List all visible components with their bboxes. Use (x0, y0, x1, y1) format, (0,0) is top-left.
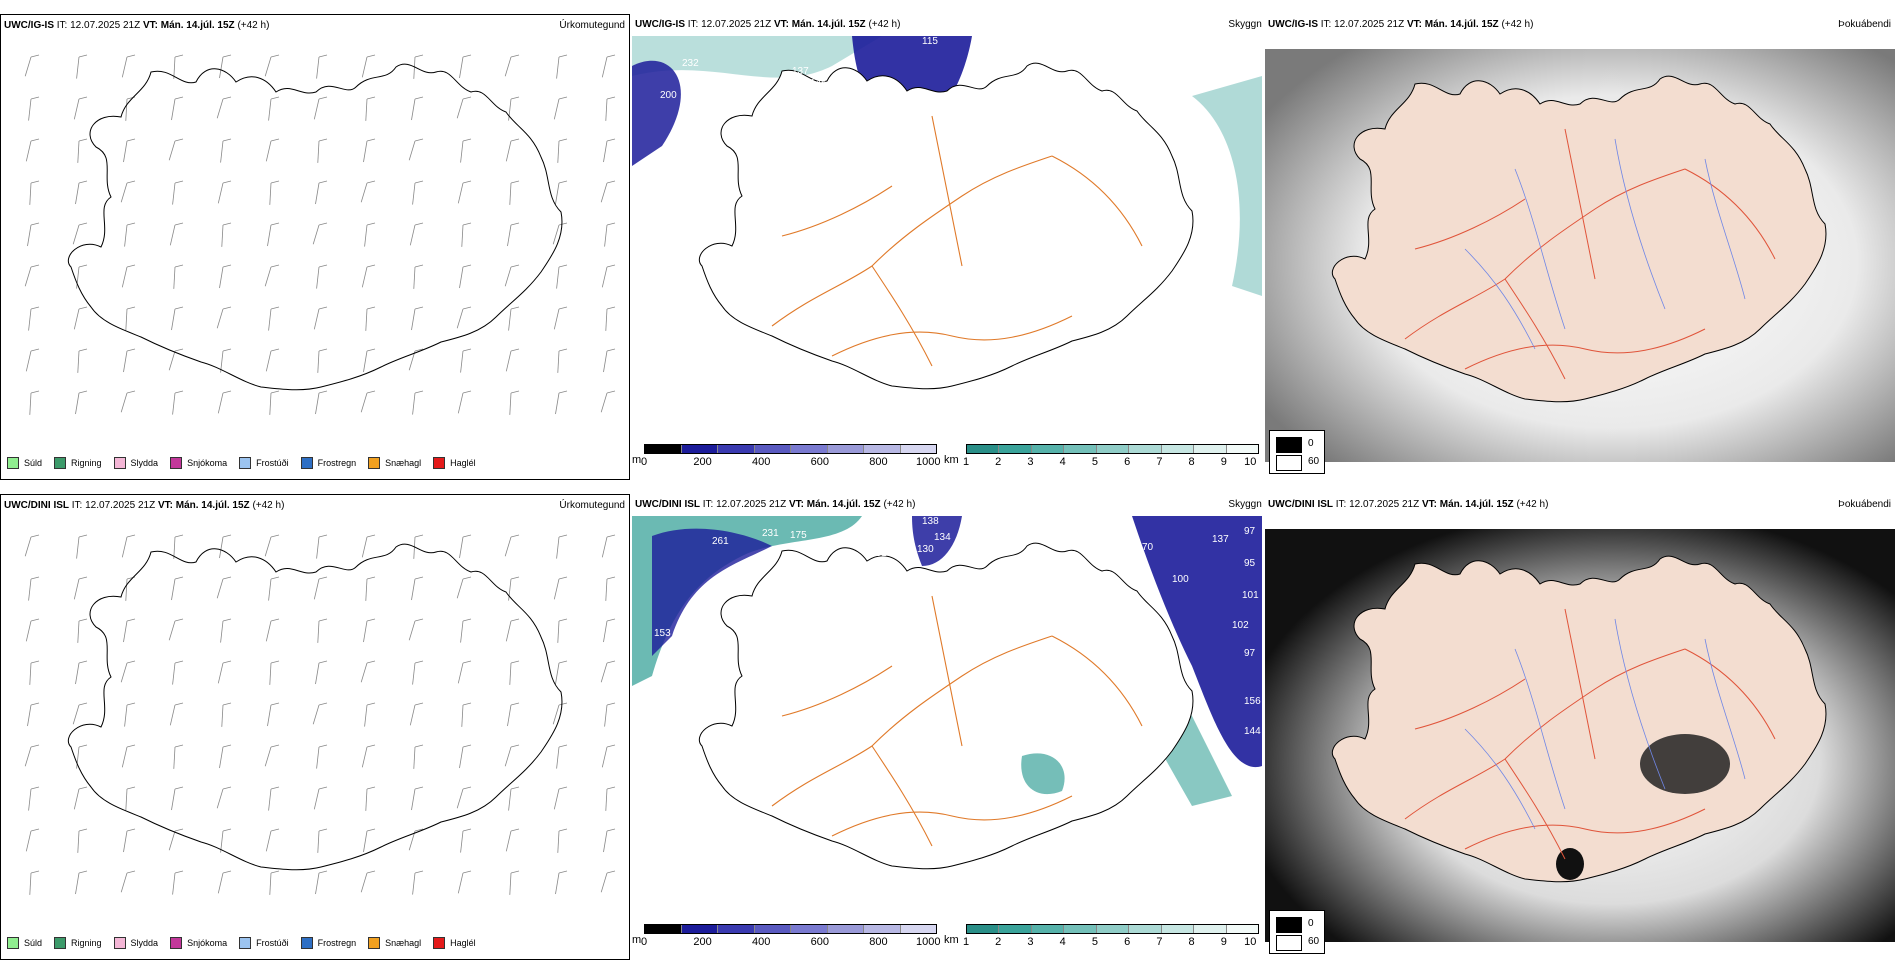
legend-item: Snæhagl (368, 937, 421, 949)
legend-item: Frostúði (239, 937, 289, 949)
iceland-fog-map (1265, 49, 1895, 462)
panel-kind: Skyggni (1228, 19, 1262, 30)
legend-item: Snjókoma (170, 937, 227, 949)
ceiling-label: 137 (792, 66, 809, 77)
ceiling-label: 261 (712, 536, 729, 547)
panel-title: UWC/IG-IS IT: 12.07.2025 21Z VT: Mán. 14… (4, 20, 270, 31)
ceiling-label: 57 (900, 120, 912, 131)
visibility-scale: km 1 2 3 4 5 6 7 8 9 10 (944, 924, 1259, 954)
precip-type-legend: Súld Rigning Slydda Snjókoma Frostúði Fr… (7, 457, 476, 469)
ceiling-label: 153 (654, 628, 671, 639)
visibility-scale: km 1 2 3 4 5 6 7 8 9 10 (944, 444, 1259, 474)
panel-kind: Úrkomutegund (559, 500, 625, 511)
fog-index-panel-row2: UWC/DINI ISL IT: 12.07.2025 21Z VT: Mán.… (1265, 494, 1895, 960)
legend-item: Slydda (113, 457, 158, 469)
panel-kind: Þokuábendi (1838, 19, 1891, 30)
panel-title: UWC/DINI ISL IT: 12.07.2025 21Z VT: Mán.… (635, 499, 916, 510)
iceland-wind-map (24, 54, 616, 415)
ceiling-label: 199 (860, 150, 877, 161)
ceiling-label: 175 (790, 530, 807, 541)
fog-legend: 0 60 (1269, 430, 1325, 474)
ceiling-label: 195 (872, 84, 889, 95)
panel-kind: Þokuábendi (1838, 499, 1891, 510)
ceiling-label: 137 (1212, 534, 1229, 545)
panel-title: UWC/DINI ISL IT: 12.07.2025 21Z VT: Mán.… (1268, 499, 1549, 510)
ceiling-label: 156 (1244, 696, 1261, 707)
ceiling-scale: m 0 200 400 600 800 1000 (632, 924, 940, 954)
legend-item: Súld (7, 937, 42, 949)
legend-item: Slydda (113, 937, 158, 949)
ceiling-label: 97 (1244, 526, 1256, 537)
legend-item: Haglél (433, 457, 476, 469)
legend-item: Haglél (433, 937, 476, 949)
ceiling-scale: m 0 200 400 600 800 1000 (632, 444, 940, 474)
fog-legend: 0 60 (1269, 910, 1325, 954)
visibility-panel-row2: UWC/DINI ISL IT: 12.07.2025 21Z VT: Mán.… (632, 494, 1262, 960)
panel-kind: Úrkomutegund (559, 20, 625, 31)
ceiling-label: 145 (810, 78, 827, 89)
ceiling-label: 102 (1232, 620, 1249, 631)
visibility-panel-row1: UWC/IG-IS IT: 12.07.2025 21Z VT: Mán. 14… (632, 14, 1262, 480)
legend-item: Snjókoma (170, 457, 227, 469)
ceiling-label: 115 (922, 36, 938, 47)
ceiling-label: 158 (868, 98, 885, 109)
legend-item: Súld (7, 457, 42, 469)
precip-type-panel-row1: UWC/IG-IS IT: 12.07.2025 21Z VT: Mán. 14… (0, 14, 630, 480)
precip-type-panel-row2: UWC/DINI ISL IT: 12.07.2025 21Z VT: Mán.… (0, 494, 630, 960)
legend-item: Frostregn (300, 457, 356, 469)
ceiling-label: 200 (660, 90, 677, 101)
ceiling-label: 100 (1172, 574, 1189, 585)
panel-title: UWC/IG-IS IT: 12.07.2025 21Z VT: Mán. 14… (635, 19, 901, 30)
iceland-wind-map (24, 534, 616, 895)
fog-index-panel-row1: UWC/IG-IS IT: 12.07.2025 21Z VT: Mán. 14… (1265, 14, 1895, 480)
legend-item: Frostregn (300, 937, 356, 949)
ceiling-label: 144 (1244, 726, 1261, 737)
ceiling-label: 232 (682, 58, 699, 69)
ceiling-label: 138 (922, 516, 939, 527)
precip-type-legend: Súld Rigning Slydda Snjókoma Frostúði Fr… (7, 937, 476, 949)
ceiling-label: 231 (870, 548, 887, 559)
ceiling-label: 231 (762, 528, 779, 539)
ceiling-label: 131 (692, 618, 709, 629)
ceiling-label: 95 (1244, 558, 1256, 569)
panel-kind: Skyggni (1228, 499, 1262, 510)
ceiling-label: 130 (917, 544, 934, 555)
ceiling-label: 97 (1244, 648, 1256, 659)
ceiling-label: 54 (948, 848, 960, 859)
ceiling-label: 101 (1242, 590, 1259, 601)
legend-item: Snæhagl (368, 457, 421, 469)
legend-item: Rigning (54, 937, 102, 949)
legend-item: Frostúði (239, 457, 289, 469)
panel-title: UWC/DINI ISL IT: 12.07.2025 21Z VT: Mán.… (4, 500, 285, 511)
panel-title: UWC/IG-IS IT: 12.07.2025 21Z VT: Mán. 14… (1268, 19, 1534, 30)
ceiling-label: 134 (934, 532, 951, 543)
iceland-fog-map (1265, 529, 1895, 942)
ceiling-label: 70 (1142, 542, 1154, 553)
legend-item: Rigning (54, 457, 102, 469)
